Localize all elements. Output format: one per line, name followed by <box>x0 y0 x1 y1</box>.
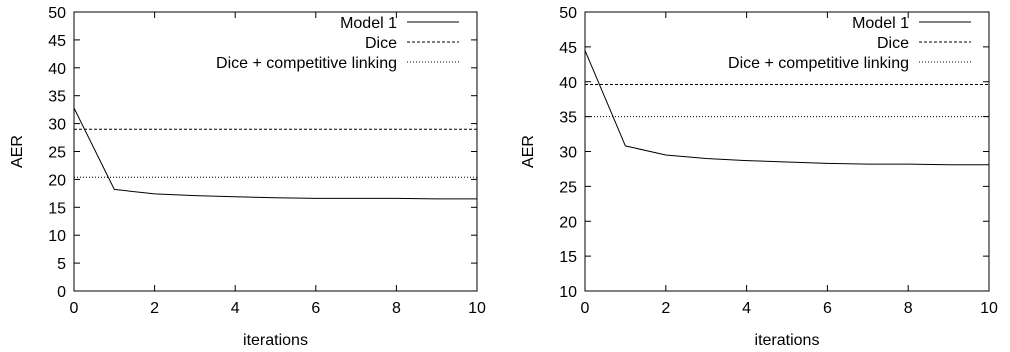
y-tick-label: 10 <box>559 284 577 301</box>
x-tick-label: 8 <box>904 300 913 317</box>
legend-label: Dice <box>877 35 909 52</box>
y-tick-label: 50 <box>559 5 577 22</box>
x-tick-label: 8 <box>392 300 401 317</box>
y-tick-label: 50 <box>48 5 66 22</box>
chart-left: 0 2 4 6 8 10 0 5 10 15 20 25 30 35 40 45 50 iterations AER… <box>9 5 486 349</box>
y-tick-label: 25 <box>559 179 577 196</box>
y-tick-label: 15 <box>48 200 66 217</box>
x-tick-label: 6 <box>823 300 832 317</box>
y-tick-label: 20 <box>48 172 66 189</box>
x-axis-label: iterations <box>243 332 308 349</box>
y-tick-label: 25 <box>48 145 66 162</box>
x-tick-label: 4 <box>231 300 240 317</box>
y-tick-label: 40 <box>48 61 66 78</box>
legend-label: Model 1 <box>340 15 397 32</box>
y-tick-label: 30 <box>48 117 66 134</box>
x-tick-label: 10 <box>980 300 998 317</box>
legend-label: Dice + competitive linking <box>728 55 909 72</box>
y-tick-label: 5 <box>57 256 66 273</box>
y-tick-label: 40 <box>559 75 577 92</box>
x-tick-label: 2 <box>661 300 670 317</box>
legend-label: Dice <box>365 35 397 52</box>
y-tick-label: 20 <box>559 214 577 231</box>
y-tick-label: 45 <box>559 40 577 57</box>
plot-frame <box>73 11 478 292</box>
y-tick-label: 35 <box>48 89 66 106</box>
x-tick-label: 0 <box>70 300 79 317</box>
y-axis-label: AER <box>520 135 537 168</box>
chart-right: 0 2 4 6 8 10 10 15 20 25 30 35 40 45 50 iterations AER Mo… <box>520 5 998 349</box>
x-tick-label: 0 <box>581 300 590 317</box>
legend-label: Dice + competitive linking <box>216 55 397 72</box>
x-tick-label: 4 <box>742 300 751 317</box>
y-axis-label: AER <box>9 135 26 168</box>
y-tick-label: 10 <box>48 228 66 245</box>
plot-frame <box>584 11 990 292</box>
y-tick-label: 30 <box>559 145 577 162</box>
y-tick-label: 0 <box>57 284 66 301</box>
y-tick-label: 35 <box>559 110 577 127</box>
x-tick-label: 2 <box>150 300 159 317</box>
x-tick-label: 6 <box>311 300 320 317</box>
series-line-model-1 <box>73 107 477 200</box>
x-axis-label: iterations <box>755 332 820 349</box>
y-tick-label: 45 <box>48 33 66 50</box>
legend-label: Model 1 <box>852 15 909 32</box>
x-tick-label: 10 <box>468 300 486 317</box>
y-tick-label: 15 <box>559 249 577 266</box>
series-line-model-1 <box>584 50 989 166</box>
